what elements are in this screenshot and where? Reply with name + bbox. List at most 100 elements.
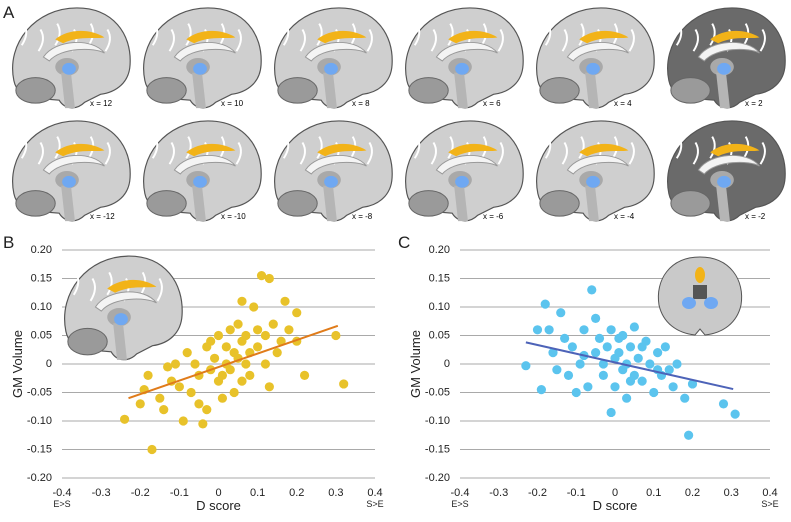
point [649,387,659,398]
gyrus [497,29,504,52]
gyrus [675,23,683,46]
gyrus [413,23,421,46]
y-tick-label: -0.20 [27,472,52,484]
x-axis-title: D score [593,498,638,513]
point [567,342,577,352]
brainstem [585,72,599,109]
point [660,342,670,352]
gyrus [628,142,635,165]
brain-slice [274,120,393,222]
corpus-callosum [42,41,105,62]
x-tick-label: -0.1 [567,487,586,499]
brain-slice [536,7,655,109]
x-right-label: S>E [761,499,778,509]
point [120,414,130,424]
activation-yellow [317,143,367,157]
activation-blue [324,62,338,75]
gyrus [299,142,306,165]
gyrus [168,29,175,52]
x-tick-label: 0.1 [250,487,265,499]
activation-blue [717,175,731,188]
brain-slice [405,120,524,222]
x-tick-label: 0.4 [762,487,777,499]
brainstem [323,185,337,222]
cerebellum [408,77,449,104]
x-left-label: E>S [53,499,70,509]
y-axis-title: GM Volume [10,330,25,398]
point [276,336,286,346]
gyrus [104,29,111,52]
activation-yellow [448,30,498,44]
gyrus [561,29,568,52]
gyrus [282,136,290,159]
point [225,325,235,335]
slice-label: x = -12 [90,212,115,221]
point [260,359,271,369]
activation-blue [62,175,76,188]
y-tick-label: 0.15 [429,272,450,284]
point [594,333,605,343]
point [233,319,243,329]
gyrus [235,29,242,52]
point [217,393,228,403]
activation-yellow [317,30,367,44]
gyrus [430,142,437,165]
cerebellum [15,77,56,104]
brainstem [192,185,206,222]
slice-label: x = -10 [221,212,246,221]
activation-blue [704,297,718,309]
brain-slice [667,7,786,109]
x-tick-label: -0.4 [53,487,72,499]
slice-label: x = 12 [90,99,113,108]
point [521,361,531,371]
activation-yellow [55,143,105,157]
point [237,376,247,386]
gyrus [692,142,699,165]
gyrus [366,29,373,52]
gyrus [89,277,96,302]
point [571,387,581,398]
point [664,365,674,375]
point [245,370,255,380]
corpus-callosum [94,291,157,312]
activation-yellow [186,30,236,44]
point [264,382,274,392]
point [532,325,543,335]
gyrus [544,23,552,46]
activation-blue [62,62,76,75]
gyrus [72,271,80,296]
brain-slice [12,120,131,222]
corpus-callosum [566,41,629,62]
point [587,285,597,295]
point [579,325,589,335]
x-tick-label: 0.4 [367,487,382,499]
point [182,348,192,358]
point [606,407,616,418]
point [268,319,278,329]
slice-label: x = -6 [483,212,504,221]
activation-yellow [579,143,629,157]
activation-blue [193,175,207,188]
gyrus [430,29,437,52]
y-tick-label: 0.05 [31,329,52,341]
brain-slice [274,7,393,109]
gyrus [709,136,716,159]
point [241,359,251,369]
gyrus [447,136,454,159]
cerebellum [15,190,56,217]
coronal-inset [657,256,743,336]
brain-slice [143,120,262,222]
slice-label: x = 2 [745,99,763,108]
activation-blue [586,175,600,188]
x-axis-title: D score [196,498,241,513]
point [280,296,290,306]
cerebellum [277,190,318,217]
point [548,348,558,358]
point [206,336,216,346]
y-tick-label: 0 [444,358,450,370]
point [684,430,694,440]
gyrus [578,136,585,159]
activation-blue [114,313,128,326]
corpus-callosum [173,154,236,175]
